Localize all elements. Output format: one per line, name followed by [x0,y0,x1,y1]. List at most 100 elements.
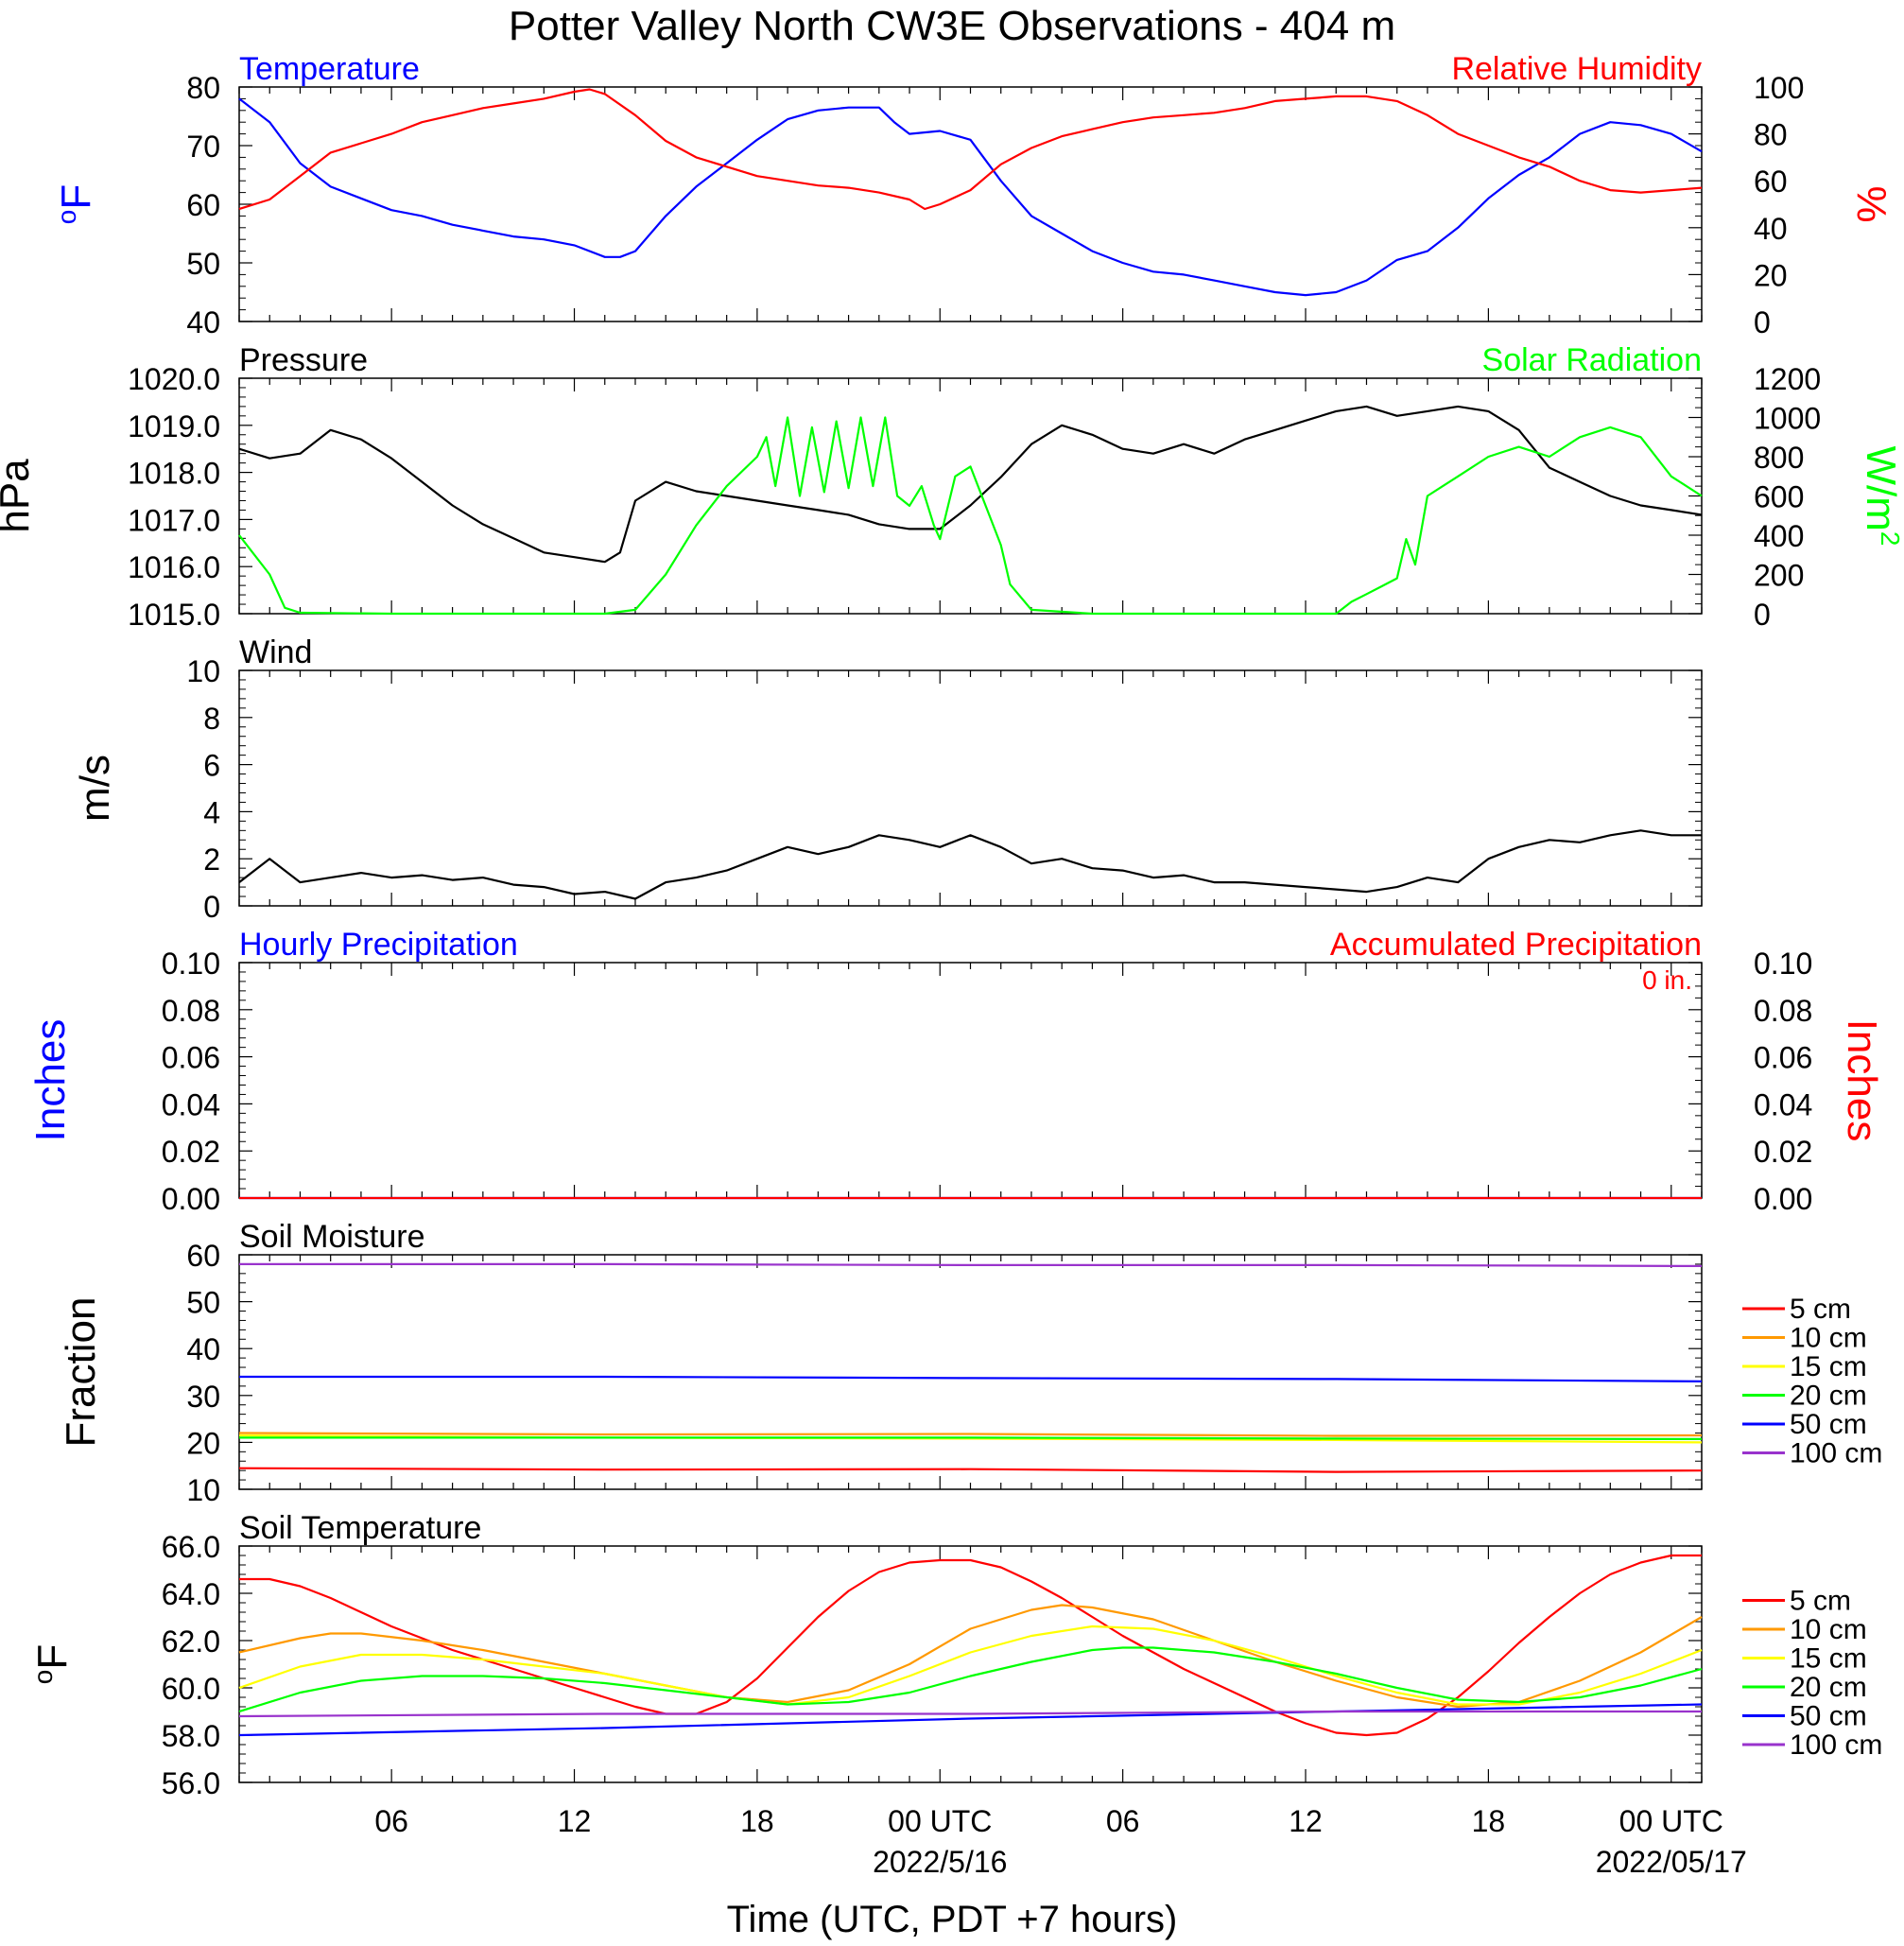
y-tick-label: 1015.0 [128,598,220,632]
y-tick-label: 0.10 [162,947,220,981]
legend-label: 15 cm [1790,1643,1867,1675]
series-line-0 [238,97,1703,297]
y-tick-label: 0.08 [162,994,220,1028]
y-tick-label-right: 1000 [1754,402,1821,436]
y-unit-label-left: Fraction [58,1297,104,1448]
legend-label: 15 cm [1790,1351,1867,1382]
x-tick-label: 12 [1289,1804,1323,1838]
y-unit-label-left-text: Fraction [58,1297,104,1448]
panel-soil_moist: 10 20 30 40 50 60 Soil Moisture Fraction 5 cm10 … [58,1219,1882,1507]
y-tick-label-right: 0 [1754,598,1771,632]
y-tick-label: 6 [203,749,220,783]
y-tick-label-right: 80 [1754,118,1788,152]
y-unit-label-left: oF [28,1644,77,1684]
panel-frame [238,1545,1703,1783]
panel-title-right: Solar Radiation [1482,342,1702,378]
y-tick-label: 1017.0 [128,503,220,537]
panel-title-right: Accumulated Precipitation [1330,927,1702,963]
y-tick-label: 0.00 [162,1182,220,1216]
x-tick-label: 06 [1106,1804,1140,1838]
x-tick-label: 18 [740,1804,774,1838]
y-tick-label: 40 [186,305,220,339]
series-line-5-cm [238,1467,1703,1473]
y-tick-label-right: 20 [1754,258,1788,292]
y-tick-label-right: 0.04 [1754,1087,1812,1121]
y-tick-label: 56.0 [162,1766,220,1800]
y-unit-label-left: hPa [0,459,38,533]
y-unit-label-right: % [1848,185,1895,222]
series-line-50-cm [238,1703,1703,1737]
y-tick-label: 64.0 [162,1577,220,1611]
legend-label: 50 cm [1790,1701,1867,1732]
y-tick-label: 60.0 [162,1672,220,1706]
y-tick-label-right: 40 [1754,212,1788,246]
y-tick-label: 1020.0 [128,362,220,396]
y-tick-label: 0 [203,890,220,924]
y-tick-label: 66.0 [162,1530,220,1564]
legend-label: 10 cm [1790,1614,1867,1645]
y-tick-label-right: 800 [1754,441,1804,475]
panel-pressure_solar: 1015.0 1016.0 1017.0 1018.0 1019.0 1020.0 0 200… [0,342,1904,632]
x-tick-label: 18 [1472,1804,1506,1838]
y-tick-label: 80 [186,71,220,105]
panel-title-left: Pressure [239,342,368,378]
series-line-20-cm [238,1646,1703,1713]
series-line-20-cm [239,1436,1703,1441]
x-tick-label: 12 [558,1804,592,1838]
panel-annotation: 0 in. [1642,965,1692,995]
y-tick-label: 58.0 [162,1719,220,1753]
y-unit-label-left-text: hPa [0,459,38,533]
x-tick-label: 00 UTC [888,1804,992,1838]
x-tick-sublabel: 2022/05/17 [1596,1845,1747,1879]
y-tick-label: 1016.0 [128,550,220,584]
y-tick-label: 2 [203,843,220,877]
panel-frame [238,669,1703,907]
x-axis-label: Time (UTC, PDT +7 hours) [727,1899,1178,1940]
panel-title-left: Hourly Precipitation [239,927,518,963]
y-tick-label: 10 [186,654,220,688]
y-tick-label: 0.02 [162,1135,220,1169]
legend-label: 10 cm [1790,1323,1867,1354]
y-tick-label: 8 [203,702,220,736]
series-line-50-cm [239,1375,1703,1383]
series-line-15-cm [238,1625,1703,1706]
series-line-100-cm [238,1710,1702,1718]
y-tick-label: 1019.0 [128,409,220,443]
legend-label: 100 cm [1790,1729,1882,1761]
panel-precip: 0.00 0.02 0.04 0.06 0.08 0.10 0.00 0.02 0.04 0.06… [27,927,1885,1216]
y-unit-label-left: m/s [72,755,118,822]
series-line-1 [238,416,1703,616]
panel-frame [238,1254,1703,1490]
series-line-10-cm [238,1432,1703,1437]
legend-label: 5 cm [1790,1294,1851,1325]
series-line-100-cm [239,1262,1703,1268]
y-tick-label-right: 0.02 [1754,1135,1812,1169]
y-tick-label-right: 60 [1754,165,1788,199]
y-tick-label: 70 [186,130,220,164]
y-tick-label: 10 [186,1473,220,1507]
y-tick-label-right: 400 [1754,519,1804,553]
y-unit-label-right-text: % [1848,185,1895,222]
y-tick-label: 60 [186,1239,220,1273]
y-unit-label-right: W/m2 [1858,446,1904,547]
y-tick-label: 50 [186,247,220,281]
y-tick-label: 40 [186,1332,220,1366]
y-tick-label-right: 100 [1754,71,1804,105]
series-line-0 [238,829,1702,900]
panel-frame [238,962,1703,1199]
y-unit-label-right-text: W/m2 [1858,446,1904,547]
y-unit-label-right-text: Inches [1839,1019,1885,1142]
x-tick-label: 06 [374,1804,408,1838]
panel-title-left: Temperature [239,51,420,87]
y-tick-label: 4 [203,795,220,829]
y-tick-label: 60 [186,188,220,222]
panel-title-left: Soil Moisture [239,1219,425,1255]
series-line-10-cm [238,1604,1703,1709]
y-tick-label-right: 0.10 [1754,947,1812,981]
legend-label: 5 cm [1790,1586,1851,1617]
y-unit-label-left: oF [52,184,100,224]
legend-label: 50 cm [1790,1409,1867,1440]
y-unit-label-left-text: oF [52,184,100,224]
panel-temp_rh: 40 50 60 70 80 0 20 40 60 80 100 Temperature Relativ… [52,51,1895,339]
